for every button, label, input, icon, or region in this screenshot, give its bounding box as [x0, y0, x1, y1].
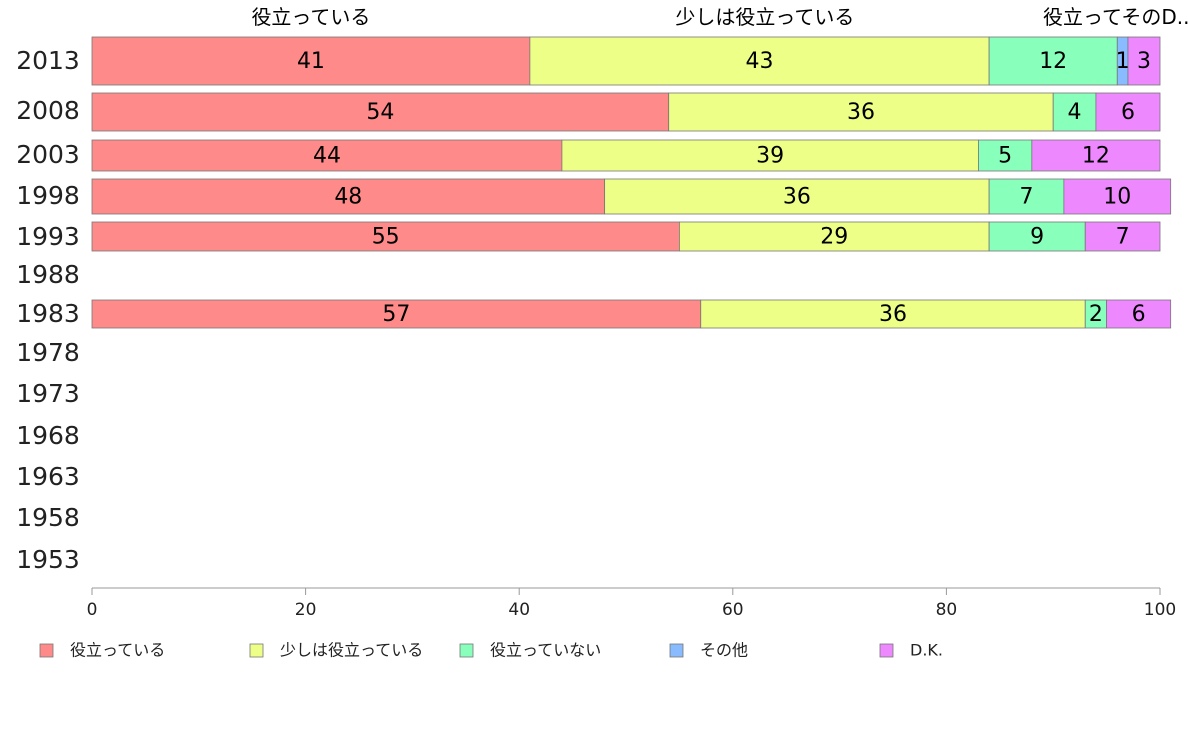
bar-1993-2 [988, 221, 1086, 252]
bar-2003-0 [91, 139, 563, 172]
legend-swatch-0 [39, 643, 54, 658]
y-tick-label-1998: 1998 [16, 181, 80, 210]
top-label-0: 役立っている [251, 5, 370, 29]
bar-label-2003-2: 5 [998, 144, 1012, 169]
bar-2013-4 [1127, 36, 1161, 86]
y-tick-label-1983: 1983 [16, 299, 80, 328]
bar-label-2003-0: 44 [313, 144, 341, 169]
bar-label-2008-1: 36 [847, 100, 875, 125]
bar-label-1993-2: 9 [1030, 225, 1044, 250]
bar-label-2003-1: 39 [756, 144, 784, 169]
bar-label-2013-2: 12 [1039, 49, 1067, 74]
bar-1983-4 [1106, 299, 1172, 329]
bar-2008-2 [1052, 92, 1097, 132]
bar-label-1993-0: 55 [372, 225, 400, 250]
legend-swatch-1 [249, 643, 264, 658]
bar-1993-4 [1084, 221, 1161, 252]
y-tick-label-1993: 1993 [16, 222, 80, 251]
bar-label-2008-0: 54 [366, 100, 394, 125]
bar-label-1998-2: 7 [1020, 185, 1034, 210]
legend-label-3: その他 [700, 641, 748, 660]
legend-label-4: D.K. [910, 641, 943, 660]
bar-label-1998-4: 10 [1103, 185, 1131, 210]
bar-label-2003-4: 12 [1082, 144, 1110, 169]
bar-label-1993-4: 7 [1116, 225, 1130, 250]
bar-2008-4 [1095, 92, 1161, 132]
x-tick-label-2: 40 [508, 600, 530, 620]
bar-2013-1 [529, 36, 990, 86]
bar-2008-0 [91, 92, 670, 132]
bar-label-2008-2: 4 [1068, 100, 1082, 125]
bar-2003-4 [1031, 139, 1161, 172]
y-tick-label-1973: 1973 [16, 379, 80, 408]
y-tick-label-1953: 1953 [16, 545, 80, 574]
bar-label-2013-0: 41 [297, 49, 325, 74]
bar-label-1998-0: 48 [334, 185, 362, 210]
y-tick-label-2003: 2003 [16, 140, 80, 169]
bar-1998-2 [988, 178, 1065, 215]
legend-label-2: 役立っていない [490, 641, 601, 660]
legend-swatch-3 [669, 643, 684, 658]
bar-2003-1 [561, 139, 979, 172]
legend-swatch-2 [459, 643, 474, 658]
y-tick-label-1963: 1963 [16, 462, 80, 491]
x-tick-label-1: 20 [295, 600, 317, 620]
bar-label-2013-4: 3 [1137, 49, 1151, 74]
y-tick-label-1988: 1988 [16, 260, 80, 289]
bar-1983-1 [700, 299, 1086, 329]
bar-label-1983-4: 6 [1132, 302, 1146, 327]
x-tick-label-4: 80 [936, 600, 958, 620]
y-tick-label-2008: 2008 [16, 96, 80, 125]
y-tick-label-1958: 1958 [16, 503, 80, 532]
bar-label-1983-1: 36 [879, 302, 907, 327]
bar-label-2008-4: 6 [1121, 100, 1135, 125]
bar-label-1983-2: 2 [1089, 302, 1103, 327]
bar-label-1983-0: 57 [382, 302, 410, 327]
bar-label-1993-1: 29 [820, 225, 848, 250]
legend-label-0: 役立っている [70, 641, 165, 660]
bar-label-2013-3: 1 [1116, 49, 1130, 74]
y-tick-label-2013: 2013 [16, 46, 80, 75]
bar-1993-1 [679, 221, 990, 252]
bar-1998-0 [91, 178, 606, 215]
bar-2003-2 [978, 139, 1033, 172]
bar-1998-1 [604, 178, 990, 215]
x-tick-label-5: 100 [1144, 600, 1176, 620]
top-label-1: 少しは役立っている [675, 5, 854, 29]
x-tick-label-3: 60 [722, 600, 744, 620]
bar-2013-0 [91, 36, 531, 86]
y-tick-label-1978: 1978 [16, 338, 80, 367]
x-tick-label-0: 0 [87, 600, 98, 620]
bar-label-1998-1: 36 [783, 185, 811, 210]
legend-swatch-4 [879, 643, 894, 658]
top-label-2: 役立ってそのD.... [1043, 5, 1188, 29]
bar-1998-4 [1063, 178, 1172, 215]
y-tick-label-1968: 1968 [16, 421, 80, 450]
legend-label-1: 少しは役立っている [280, 641, 423, 660]
bar-2008-1 [668, 92, 1054, 132]
bar-2013-2 [988, 36, 1118, 86]
bar-label-2013-1: 43 [746, 49, 774, 74]
